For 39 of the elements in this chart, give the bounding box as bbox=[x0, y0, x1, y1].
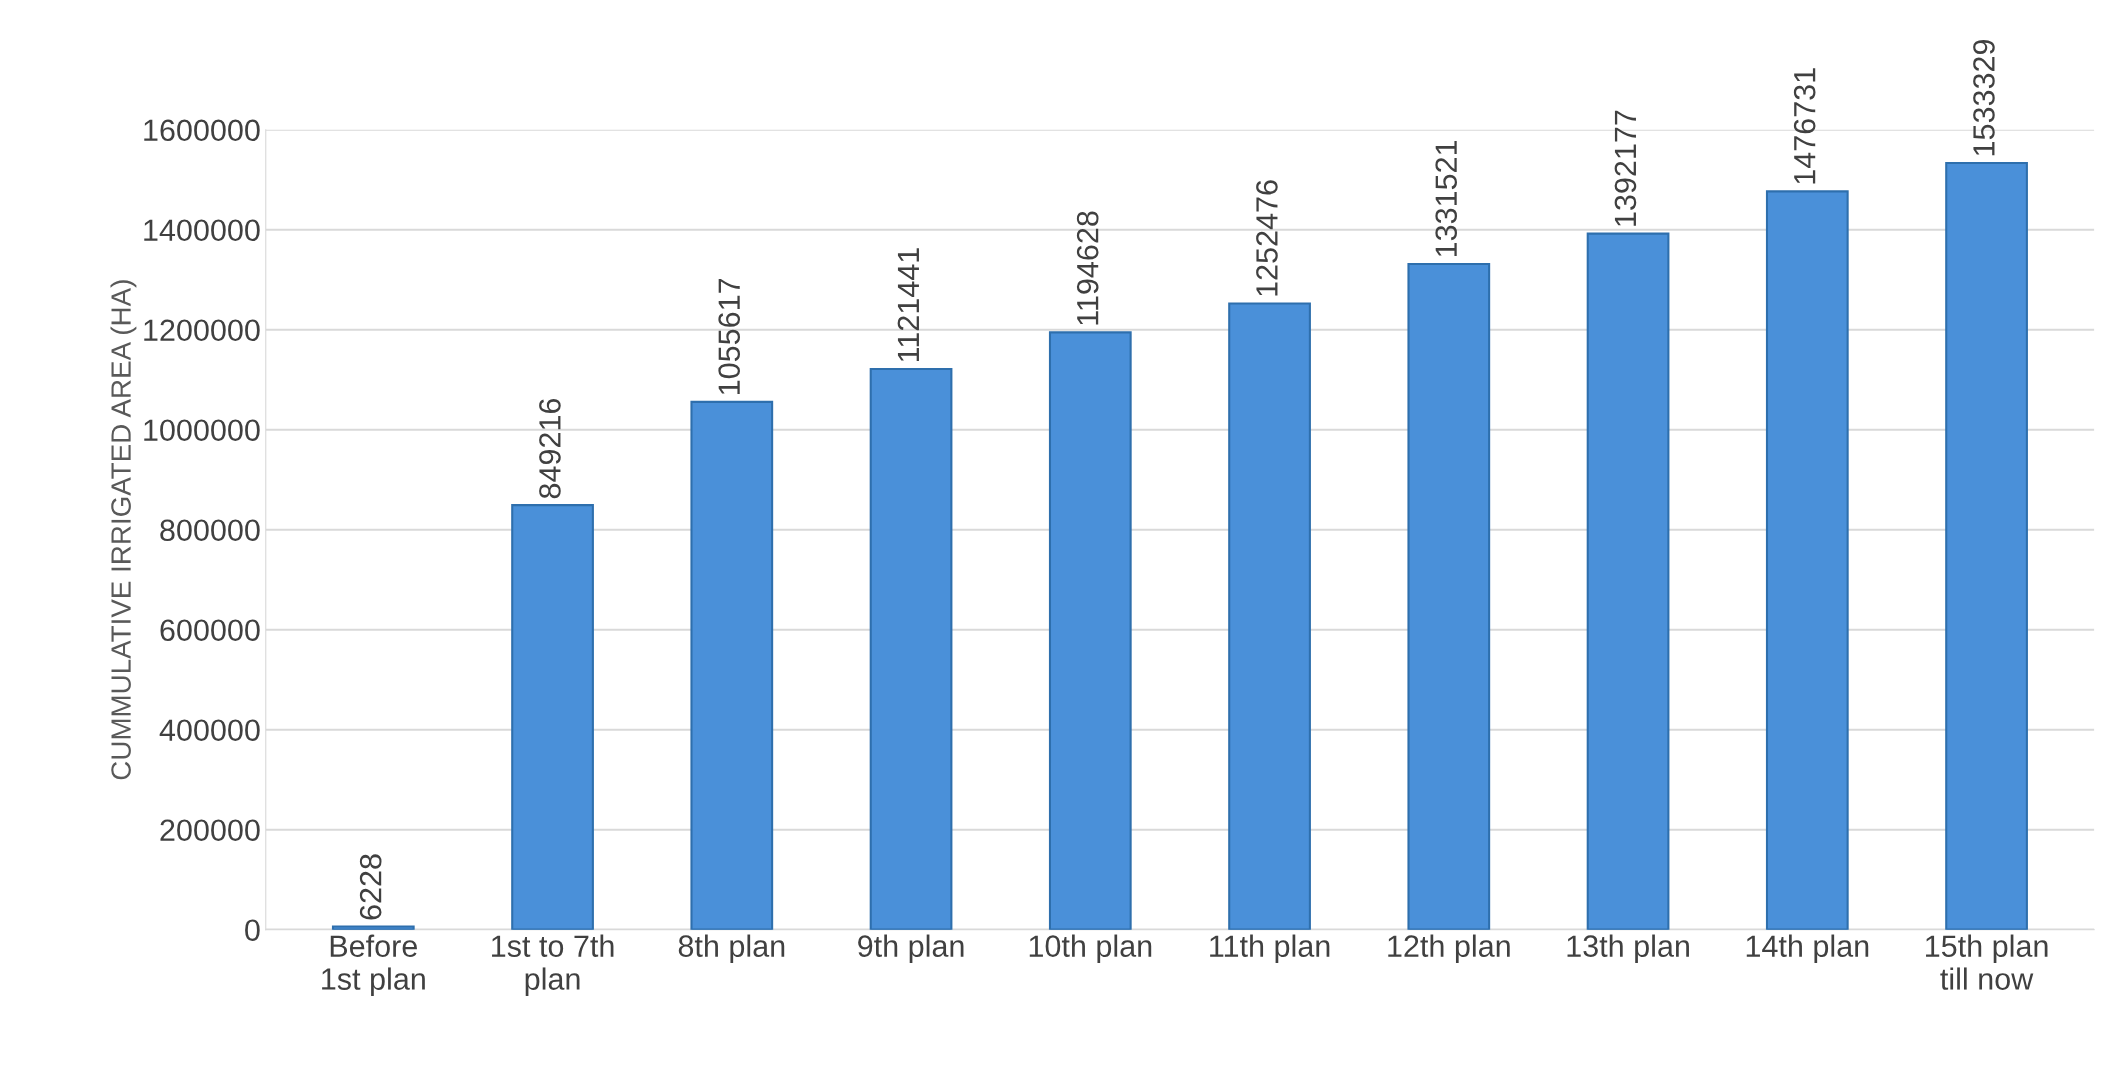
data-label: 1055617 bbox=[718, 278, 740, 395]
bar bbox=[869, 367, 953, 930]
y-axis-title: CUMMULATIVE IRRIGATED AREA (HA) bbox=[110, 280, 137, 780]
data-label: 1252476 bbox=[1256, 180, 1278, 296]
y-tick-label: 1000000 bbox=[144, 419, 260, 442]
x-tick-label: 1st to 7th plan bbox=[492, 934, 614, 996]
x-tick-label: 12th plan bbox=[1388, 934, 1510, 963]
bar bbox=[690, 400, 774, 930]
bar bbox=[1048, 331, 1132, 930]
bar bbox=[1407, 262, 1491, 930]
y-tick-label: 800000 bbox=[160, 519, 260, 542]
x-tick-label: 8th plan bbox=[678, 934, 785, 963]
x-tick-label: 15th plan till now bbox=[1926, 934, 2048, 990]
x-tick-label: 9th plan bbox=[858, 934, 964, 963]
bar bbox=[511, 504, 594, 930]
data-label: 1331521 bbox=[1435, 140, 1458, 257]
bar bbox=[1228, 302, 1311, 930]
x-tick-label: 11th plan bbox=[1210, 934, 1330, 963]
y-tick-label: 600000 bbox=[160, 619, 260, 642]
y-tick-label: 1400000 bbox=[144, 219, 260, 242]
bar bbox=[1586, 232, 1670, 930]
y-tick-label: 1600000 bbox=[144, 119, 260, 142]
y-tick-label: 400000 bbox=[159, 719, 260, 742]
bar bbox=[1945, 162, 2028, 930]
x-tick-label: 10th plan bbox=[1029, 934, 1152, 963]
data-label: 1533329 bbox=[1973, 39, 1995, 156]
x-tick-label: 13th plan bbox=[1567, 934, 1689, 963]
x-tick-label: Before 1st plan bbox=[322, 934, 425, 996]
y-tick-label: 200000 bbox=[160, 819, 260, 842]
data-label: 1392177 bbox=[1614, 110, 1637, 226]
y-tick-label: 1200000 bbox=[144, 319, 260, 342]
data-label: 849216 bbox=[539, 398, 561, 499]
bar bbox=[1765, 190, 1849, 930]
data-label: 1194628 bbox=[1076, 211, 1099, 325]
data-label: 6228 bbox=[359, 854, 382, 920]
data-label: 1476731 bbox=[1793, 68, 1816, 184]
x-tick-label: 14th plan bbox=[1746, 934, 1869, 963]
data-label: 1121441 bbox=[897, 248, 919, 362]
y-tick-label: 0 bbox=[245, 919, 260, 942]
